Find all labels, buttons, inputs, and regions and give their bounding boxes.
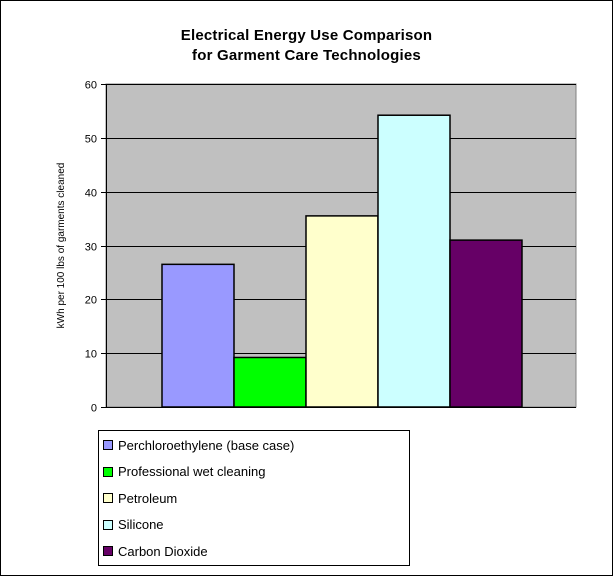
bar-2 [233, 356, 307, 408]
bar-4 [377, 114, 451, 408]
legend-swatch [103, 546, 113, 556]
y-tick-label: 60 [85, 80, 97, 92]
chart-title-line-2: for Garment Care Technologies [192, 47, 421, 64]
legend: Perchloroethylene (base case) Professiona… [98, 430, 410, 566]
legend-label: Perchloroethylene (base case) [118, 437, 295, 453]
y-axis-title: kWh per 100 lbs of garments cleaned [56, 163, 67, 329]
chart-title-line-1: Electrical Energy Use Comparison [180, 27, 433, 44]
legend-swatch [103, 519, 113, 530]
legend-label: Carbon Dioxide [118, 543, 208, 559]
legend-label: Silicone [118, 517, 164, 532]
y-tick-label: 40 [85, 188, 97, 200]
y-tick-label: 30 [85, 242, 97, 254]
y-tick-label: 0 [91, 403, 97, 415]
legend-item: Professional wet cleaning [103, 462, 265, 482]
legend-item: Petroleum [103, 488, 177, 508]
bar-chart: 0 10 20 30 40 50 60 kWh per 100 lbs of garments… [56, 80, 577, 415]
legend-swatch [103, 493, 113, 503]
y-tick-label: 50 [85, 134, 97, 146]
legend-swatch [103, 466, 113, 477]
legend-swatch [103, 440, 113, 450]
bar-5 [449, 239, 523, 408]
y-tick-label: 20 [85, 295, 97, 307]
bar-3 [305, 215, 379, 408]
legend-label: Petroleum [118, 490, 178, 506]
chart-title: Electrical Energy Use Comparison for Gar… [0, 26, 613, 66]
y-tick-label: 10 [85, 349, 97, 361]
legend-item: Carbon Dioxide [103, 541, 208, 561]
legend-item: Silicone [103, 515, 164, 535]
legend-label: Professional wet cleaning [118, 464, 266, 479]
bar-1 [161, 263, 235, 408]
legend-item: Perchloroethylene (base case) [103, 435, 294, 455]
